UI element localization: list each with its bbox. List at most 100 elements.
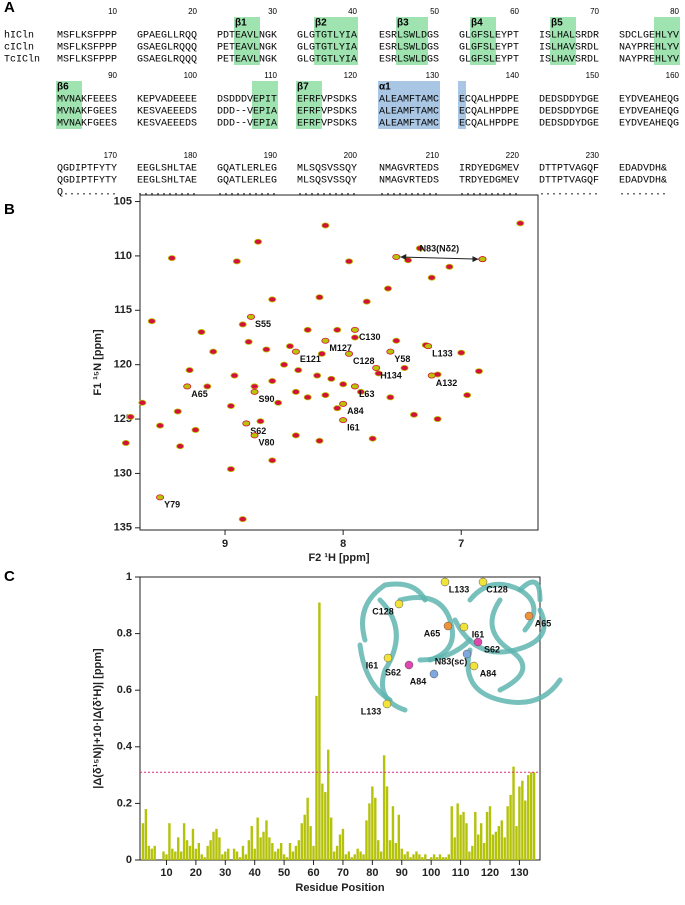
y-tick-label: 135	[114, 522, 132, 534]
bar	[306, 797, 309, 860]
sequence-chunk: EEGLSHLTAE	[137, 164, 197, 175]
sequence-chunk: ALEAMFTAMC	[379, 107, 439, 118]
bar	[415, 851, 418, 860]
bar	[279, 843, 283, 860]
bar	[509, 794, 512, 860]
y-tick-label: 115	[114, 304, 132, 316]
sequence-chunk: SDCLGEHLYV	[619, 31, 679, 42]
highlight	[56, 81, 82, 129]
panel-label: B	[4, 201, 15, 218]
labeled-peak	[156, 494, 165, 501]
peak	[156, 422, 165, 429]
peak-label: Y79	[164, 500, 180, 510]
inset-label: N83(sc)	[435, 656, 468, 666]
y-axis-label: F1 ¹⁵N [ppm]	[92, 329, 104, 396]
peak	[400, 364, 409, 371]
x-tick-label: 20	[190, 867, 202, 879]
bar	[482, 843, 486, 860]
bar	[221, 854, 224, 860]
x-tick-label: 40	[249, 867, 261, 879]
peak	[232, 258, 241, 265]
inset-structures: C128 A65 I61 S62 A84 L133 N83(sc) L133 C128 A65 I6…	[357, 577, 563, 716]
bar	[232, 848, 236, 860]
panel-label: A	[4, 0, 15, 16]
peak-label: A84	[347, 406, 364, 416]
peak	[415, 245, 424, 252]
sequence-name: TcICln	[4, 54, 40, 66]
bar	[200, 854, 203, 860]
y-tick-label: 1	[126, 571, 132, 583]
bar	[418, 854, 421, 860]
sequence-chunk: ..........	[539, 188, 599, 199]
highlight	[654, 17, 680, 65]
peak	[294, 367, 303, 374]
inset-label: L133	[361, 706, 382, 716]
bar	[491, 834, 495, 860]
structure-label: β1	[235, 18, 247, 29]
bar	[350, 857, 353, 860]
inset-label: S62	[385, 667, 401, 677]
labeled-peak	[350, 326, 359, 333]
y-tick-label: 0.6	[117, 684, 132, 696]
peak	[268, 377, 277, 384]
sequence-chunk: GQATLERLEG	[217, 164, 277, 175]
bar	[182, 823, 186, 860]
y-tick-label: 0.8	[117, 628, 132, 640]
bar	[250, 826, 253, 860]
labeled-peak	[424, 343, 433, 350]
bar	[506, 806, 509, 860]
sequence-chunk: ..........	[459, 188, 519, 199]
peak	[197, 329, 206, 336]
bar	[312, 845, 315, 860]
residue-sphere	[394, 599, 404, 609]
peak	[280, 361, 289, 368]
bar	[412, 854, 415, 860]
bar	[206, 845, 209, 860]
sequence-name: hICln	[4, 30, 34, 42]
sequence-chunk: NMAGVRTEDS	[379, 176, 439, 187]
bar	[382, 755, 386, 860]
x-tick-label: 100	[422, 867, 440, 879]
peak	[262, 346, 271, 353]
bar	[365, 820, 368, 860]
bar	[179, 851, 183, 860]
peak	[356, 388, 365, 395]
bar	[368, 803, 371, 860]
sequence-chunk: MSFLKSFPPP	[57, 31, 117, 42]
position-number: 90	[108, 71, 117, 80]
peak	[238, 321, 247, 328]
x-tick-label: 130	[510, 867, 528, 879]
inset-label: I61	[366, 660, 379, 670]
sequence-chunk: DTTPTVAGQF	[539, 164, 599, 175]
sequence-chunk: PDTEAVLNGK	[217, 31, 277, 42]
sequence-chunk: QGDIPTFYTY	[57, 164, 117, 175]
labeled-peak	[386, 348, 395, 355]
position-number: 50	[430, 7, 439, 16]
peak	[185, 367, 194, 374]
bar	[494, 831, 498, 860]
sequence-chunk: NAYPREHLYV	[619, 55, 679, 66]
y-tick-label: 130	[114, 467, 132, 479]
bar	[521, 780, 524, 860]
bar	[374, 797, 377, 860]
position-number: 200	[344, 151, 358, 160]
peak-label: L133	[432, 349, 453, 359]
bar	[359, 851, 362, 860]
sequence-chunk: GLGFSLEYPT	[459, 43, 519, 54]
bar	[329, 817, 333, 860]
peak	[457, 349, 466, 356]
highlight	[396, 17, 428, 65]
bar	[450, 806, 453, 860]
bar	[194, 848, 198, 860]
bar	[285, 857, 289, 860]
peak	[244, 338, 253, 345]
peak-label: C128	[353, 356, 375, 366]
position-number: 100	[184, 71, 198, 80]
residue-sphere	[469, 661, 479, 671]
structure-label: β5	[551, 18, 563, 29]
bar	[503, 837, 506, 860]
bar	[277, 848, 280, 860]
sequence-chunk: EFRFVPSDKS	[297, 107, 357, 118]
peak-label: C130	[359, 332, 381, 342]
